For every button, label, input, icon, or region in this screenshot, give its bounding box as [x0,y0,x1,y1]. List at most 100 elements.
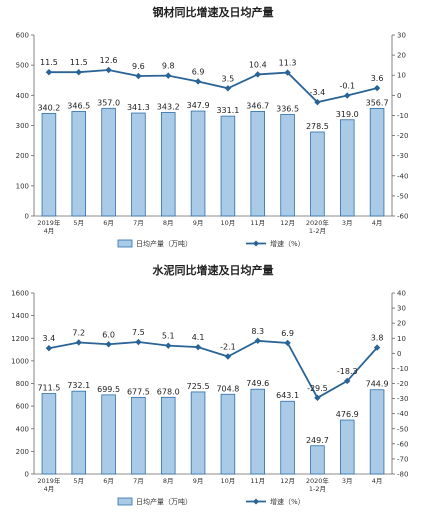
cement-chart: 水泥同比增速及日均产量02004006008001000120014001600… [11,263,408,506]
growth-label: 12.6 [100,56,118,65]
bar [190,110,206,217]
growth-line [48,69,378,104]
growth-point [314,98,321,106]
growth-label: 8.3 [251,327,264,336]
chart-title: 水泥同比增速及日均产量 [153,263,274,277]
category-label: 9月 [193,477,204,485]
growth-point [254,337,261,345]
category-label: 11月 [250,219,265,227]
left-tick-label: 300 [16,122,29,130]
bar [280,400,295,475]
left-tick-label: 600 [16,403,29,411]
bar [310,131,325,217]
category-label: 7月 [133,219,144,227]
right-tick-label: 0 [397,92,401,100]
chart-title: 钢材同比增速及日均产量 [153,5,274,19]
right-tick-label: 20 [397,52,406,60]
right-tick-label: 10 [397,335,406,343]
bar-label: 319.0 [336,110,359,119]
left-tick-label: 600 [16,32,29,40]
bar [160,112,176,217]
right-tick-label: -60 [397,440,408,448]
growth-point [135,338,142,346]
growth-point [105,66,112,74]
growth-label: -29.5 [307,384,328,393]
bar-label: 343.2 [157,102,180,111]
left-tick-label: 400 [16,92,29,100]
bar [369,389,385,475]
legend-bar-label: 日均产量（万吨） [136,497,192,506]
growth-label: 6.9 [281,329,294,338]
left-tick-label: 1200 [11,335,29,343]
category-label: 2020年 [306,476,330,485]
bar-label: 341.3 [127,103,150,112]
bar-label: 346.5 [67,101,90,110]
category-label: 5月 [73,477,84,485]
bar [101,107,116,217]
growth-point [314,394,321,402]
bar [131,112,146,217]
growth-label: 5.1 [162,332,175,341]
bar-label: 704.8 [216,384,239,393]
right-tick-label: -30 [397,152,408,160]
legend-line-marker [253,240,259,247]
category-label: 8月 [163,219,174,227]
legend-bar-swatch [117,497,133,506]
bar [250,388,266,475]
bar-label: 347.9 [187,101,210,110]
growth-label: 9.6 [132,62,145,71]
growth-label: 6.0 [102,330,115,339]
category-label: 2019年 [37,218,61,227]
growth-point [373,84,381,92]
left-tick-label: 400 [16,425,29,433]
bar [220,115,236,217]
growth-point [284,339,291,347]
right-tick-label: 40 [397,290,406,298]
growth-label: 3.5 [222,74,235,83]
right-tick-label: -80 [397,471,408,479]
bar-label: 249.7 [306,436,329,445]
right-tick-label: -40 [397,172,408,180]
left-tick-label: 1600 [11,290,29,298]
category-label: 2020年 [306,218,330,227]
growth-point [45,69,53,76]
bar-label: 725.5 [187,382,210,391]
right-tick-label: -60 [397,213,408,221]
right-tick-label: 30 [397,32,406,40]
category-label: 6月 [103,219,114,227]
growth-label: 7.2 [72,328,85,337]
bar [280,114,295,217]
left-tick-label: 1000 [11,357,29,365]
bar-label: 699.5 [97,385,120,394]
growth-label: -3.4 [310,88,326,97]
bar [190,391,206,475]
category-label: 3月 [342,477,353,485]
bar [310,445,325,475]
category-label: 4月 [372,477,383,485]
right-tick-label: -40 [397,410,408,418]
growth-point [284,69,291,76]
left-tick-label: 100 [16,182,29,190]
category-label: 4月 [44,227,55,235]
growth-point [254,71,261,78]
bar [131,396,146,475]
legend-bar-swatch [117,239,133,248]
growth-label: 3.4 [43,334,56,343]
right-tick-label: -50 [397,192,408,200]
growth-label: 11.5 [70,58,88,67]
right-tick-label: 0 [397,350,401,358]
bar [369,107,385,217]
bar [101,394,116,475]
growth-label: 11.5 [40,58,58,67]
legend-bar-label: 日均产量（万吨） [136,239,192,248]
bar-label: 331.1 [216,106,239,115]
bar-label: 678.0 [157,387,180,396]
bar-label: 356.7 [366,98,389,107]
bar-label: 643.1 [276,391,299,400]
category-label: 3月 [342,219,353,227]
category-label: 4月 [44,485,55,493]
category-label: 12月 [280,219,295,227]
growth-point [135,72,142,80]
bar-label: 677.5 [127,387,150,396]
right-tick-label: -50 [397,425,408,433]
